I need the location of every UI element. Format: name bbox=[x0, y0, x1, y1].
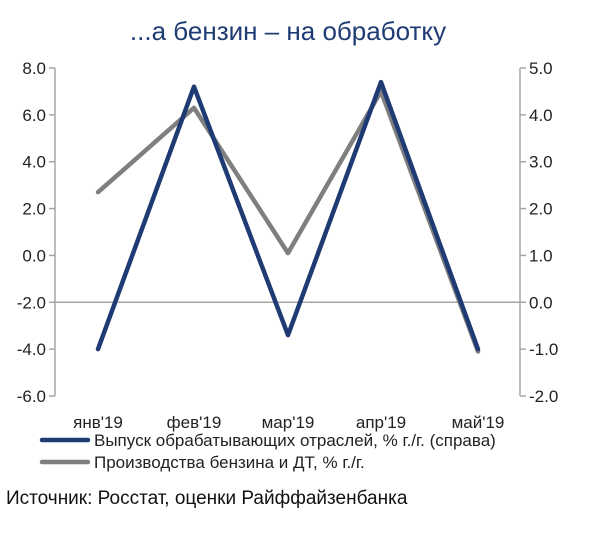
x-tick-label: фев'19 bbox=[167, 413, 222, 432]
left-tick-label: 0.0 bbox=[22, 246, 46, 265]
legend-label: Производства бензина и ДТ, % г./г. bbox=[94, 453, 365, 472]
legend: Выпуск обрабатывающих отраслей, % г./г. … bbox=[39, 431, 496, 472]
left-tick-label: -6.0 bbox=[17, 387, 46, 406]
axes: 8.0 6.0 4.0 2.0 0.0 -2.0 -4.0 -6.0 5.0 4.0 3.0 2.0 1… bbox=[17, 59, 559, 406]
legend-label: Выпуск обрабатывающих отраслей, % г./г. … bbox=[94, 431, 496, 450]
x-tick-label: мар'19 bbox=[262, 413, 315, 432]
right-tick-label: 1.0 bbox=[529, 246, 553, 265]
chart-title: ...а бензин – на обработку bbox=[130, 16, 446, 46]
right-tick-label: -1.0 bbox=[529, 340, 558, 359]
left-tick-label: 8.0 bbox=[22, 59, 46, 78]
left-tick-label: 4.0 bbox=[22, 153, 46, 172]
x-axis-labels: янв'19 фев'19 мар'19 апр'19 май'19 bbox=[73, 413, 504, 432]
x-tick-label: май'19 bbox=[452, 413, 505, 432]
series-line-2 bbox=[95, 89, 481, 354]
source-note: Источник: Росстат, оценки Райффайзенбанк… bbox=[6, 488, 408, 509]
right-tick-label: 3.0 bbox=[529, 153, 553, 172]
right-tick-label: -2.0 bbox=[529, 387, 558, 406]
left-tick-label: -2.0 bbox=[17, 293, 46, 312]
right-tick-label: 5.0 bbox=[529, 59, 553, 78]
x-tick-label: апр'19 bbox=[356, 413, 406, 432]
series-lines bbox=[95, 79, 481, 354]
right-tick-label: 2.0 bbox=[529, 200, 553, 219]
right-tick-label: 0.0 bbox=[529, 293, 553, 312]
x-tick-label: янв'19 bbox=[73, 413, 123, 432]
left-tick-label: -4.0 bbox=[17, 340, 46, 359]
left-tick-label: 2.0 bbox=[22, 200, 46, 219]
right-tick-label: 4.0 bbox=[529, 106, 553, 125]
left-tick-label: 6.0 bbox=[22, 106, 46, 125]
series-line-1 bbox=[95, 79, 481, 352]
